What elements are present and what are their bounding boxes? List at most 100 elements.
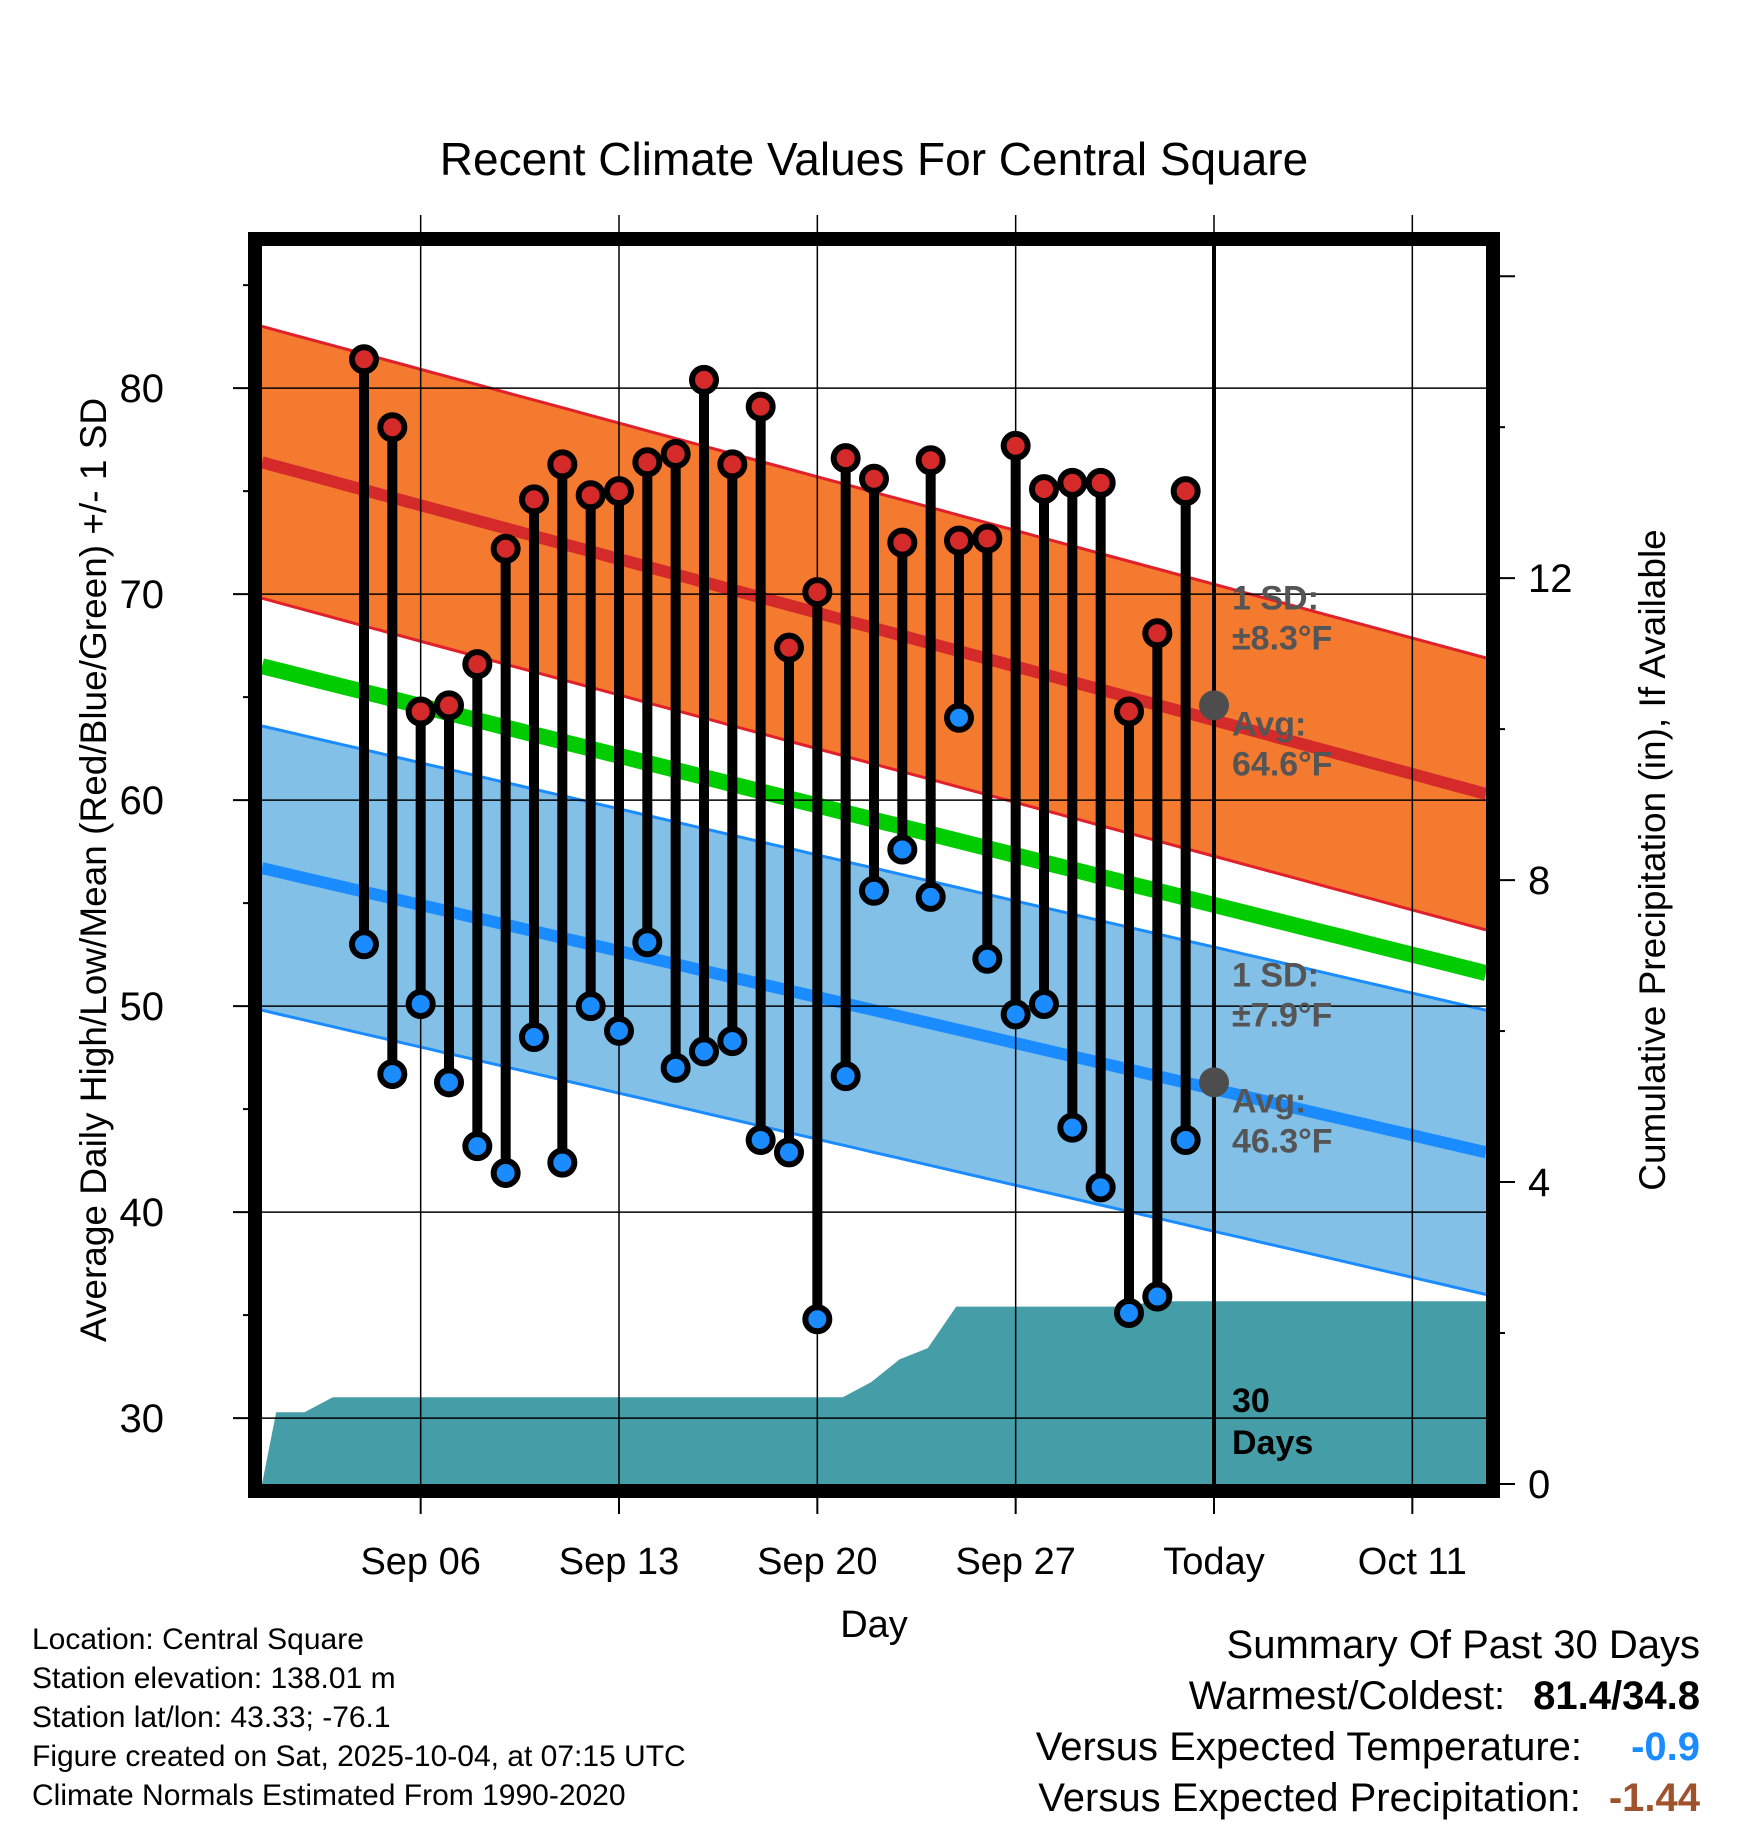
low-normal-line (260, 862, 1488, 1159)
location-text: Location: Central Square (32, 1623, 364, 1656)
daily-low-point (915, 881, 946, 912)
daily-low-point (434, 1067, 464, 1098)
daily-high-point (745, 391, 776, 422)
today-low-marker (1199, 1067, 1229, 1098)
period-label-days: Days (1232, 1424, 1313, 1462)
y-tick-label: 30 (120, 1397, 165, 1441)
plot-frame (248, 232, 1500, 1498)
normals-text: Climate Normals Estimated From 1990-2020 (32, 1779, 626, 1812)
daily-low-point (1000, 999, 1031, 1030)
high-avg-label: Avg: (1232, 705, 1306, 743)
daily-low-point (405, 989, 436, 1020)
daily-high-point (632, 447, 663, 478)
low-band-lower-edge (261, 1008, 1487, 1296)
daily-low-point (604, 1015, 634, 1046)
daily-high-point (434, 690, 464, 721)
temp-versus-label: Versus Expected Temperature: (1035, 1725, 1582, 1769)
daily-high-point (915, 445, 946, 476)
high-sd-value: ±8.3°F (1232, 619, 1332, 657)
high-sd-label: 1 SD: (1232, 579, 1319, 617)
daily-high-point (1170, 476, 1201, 507)
daily-low-point (632, 927, 663, 958)
y-tick-label: 50 (120, 985, 165, 1029)
chart-title: Recent Climate Values For Central Square (440, 133, 1308, 185)
daily-low-point (377, 1059, 408, 1090)
precip-versus-value: -1.44 (1608, 1776, 1700, 1820)
y-tick-label: 60 (120, 779, 165, 823)
precip-versus-row: Versus Expected Precipitation: -1.44 (1036, 1773, 1700, 1824)
daily-low-point (689, 1036, 719, 1067)
temp-versus-row: Versus Expected Temperature: -0.9 (1036, 1722, 1700, 1773)
x-tick-label: Sep 20 (757, 1541, 877, 1583)
daily-high-point (1057, 467, 1088, 498)
y-tick-label: 40 (120, 1191, 165, 1235)
low-avg-label: Avg: (1232, 1082, 1306, 1120)
y2-tick-label: 12 (1528, 557, 1573, 601)
daily-high-point (1000, 430, 1031, 461)
summary-title: Summary Of Past 30 Days (1226, 1623, 1700, 1667)
daily-high-point (1142, 618, 1173, 649)
daily-high-point (774, 632, 804, 663)
daily-low-point (349, 929, 379, 960)
temp-versus-value: -0.9 (1631, 1725, 1700, 1769)
created-text: Figure created on Sat, 2025-10-04, at 07… (32, 1740, 686, 1773)
y2-axis-label: Cumulative Precipitation (in), If Availa… (1632, 529, 1673, 1191)
y-tick-label: 70 (120, 573, 165, 617)
daily-low-point (745, 1124, 776, 1155)
daily-low-point (859, 875, 889, 906)
today-high-marker (1199, 690, 1229, 721)
daily-low-point (1170, 1124, 1201, 1155)
x-tick-label: Sep 27 (955, 1541, 1075, 1583)
daily-high-point (1029, 474, 1059, 505)
y-axis-label: Average Daily High/Low/Mean (Red/Blue/Gr… (73, 398, 114, 1342)
y-tick-label: 80 (120, 367, 165, 411)
warmest-coldest-row: Warmest/Coldest: 81.4/34.8 (1036, 1671, 1700, 1722)
y2-tick-label: 4 (1528, 1161, 1550, 1205)
y2-tick-label: 8 (1528, 859, 1550, 903)
daily-low-point (1114, 1298, 1144, 1329)
precip-versus-label: Versus Expected Precipitation: (1038, 1776, 1581, 1820)
daily-low-point (972, 943, 1003, 974)
daily-high-point (859, 463, 889, 494)
period-label-number: 30 (1232, 1382, 1270, 1420)
station-info: Location: Central Square Station elevati… (32, 1620, 686, 1815)
daily-high-point (1114, 696, 1144, 727)
daily-low-point (519, 1022, 549, 1053)
daily-low-point (944, 702, 974, 733)
daily-low-point (575, 991, 606, 1022)
y2-tick-label: 0 (1528, 1463, 1550, 1507)
daily-high-point (717, 449, 748, 480)
daily-high-point (462, 649, 493, 680)
daily-high-point (377, 412, 408, 443)
daily-high-point (1085, 467, 1116, 498)
daily-high-point (802, 577, 833, 608)
daily-low-point (547, 1147, 578, 1178)
daily-low-point (1085, 1172, 1116, 1203)
daily-low-point (830, 1061, 861, 1092)
daily-low-point (490, 1157, 521, 1188)
warmest-value: 81.4/34.8 (1533, 1674, 1700, 1718)
daily-high-point (490, 533, 521, 564)
daily-low-point (660, 1052, 691, 1083)
daily-high-point (887, 527, 918, 558)
daily-high-point (944, 525, 974, 556)
daily-low-point (717, 1026, 748, 1057)
x-tick-label: Sep 06 (360, 1541, 480, 1583)
daily-low-point (1057, 1112, 1088, 1143)
daily-high-point (689, 364, 719, 395)
x-tick-label: Oct 11 (1358, 1541, 1467, 1583)
daily-high-point (405, 696, 436, 727)
daily-low-point (462, 1131, 493, 1162)
daily-high-point (519, 484, 549, 515)
daily-low-point (1142, 1281, 1173, 1312)
daily-low-point (887, 834, 918, 865)
precip-area (262, 1301, 1486, 1484)
low-sd-label: 1 SD: (1232, 956, 1319, 994)
daily-low-point (774, 1137, 804, 1168)
warmest-label: Warmest/Coldest: (1188, 1674, 1506, 1718)
x-tick-label: Sep 13 (559, 1541, 679, 1583)
low-sd-value: ±7.9°F (1232, 996, 1332, 1034)
low-avg-value: 46.3°F (1232, 1122, 1333, 1160)
high-avg-value: 64.6°F (1232, 745, 1333, 783)
